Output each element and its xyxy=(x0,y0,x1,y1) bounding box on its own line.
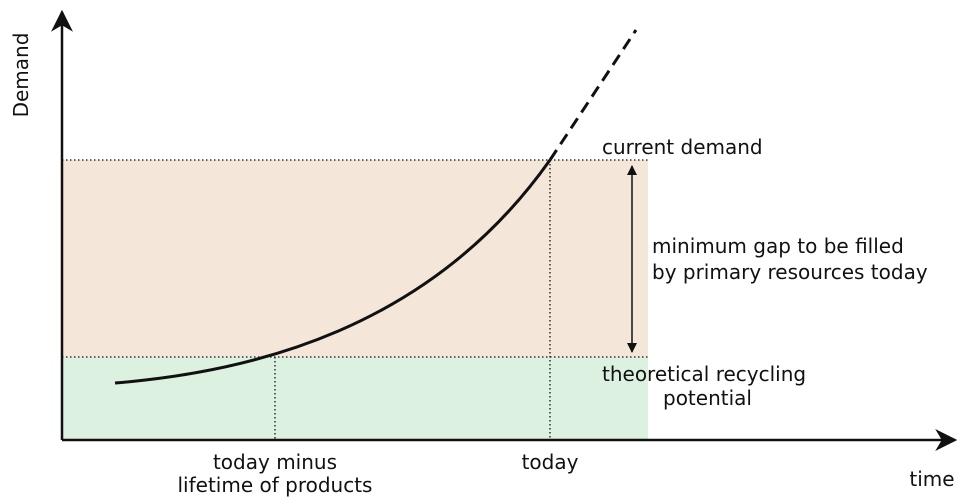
gap-label: minimum gap to be filled xyxy=(652,234,904,258)
gap-label: by primary resources today xyxy=(652,260,928,284)
demand-curve xyxy=(114,159,552,385)
recycling-label: potential xyxy=(663,386,752,410)
recycling-label: theoretical recycling xyxy=(602,362,806,386)
past-label: lifetime of products xyxy=(178,473,373,497)
y-axis-label: Demand xyxy=(9,33,33,118)
past-label: today minus xyxy=(213,450,337,474)
recycling-region xyxy=(62,357,648,440)
demand-forecast xyxy=(548,29,638,161)
gap-region xyxy=(62,160,648,357)
today-label: today xyxy=(522,450,579,474)
current-demand-label: current demand xyxy=(602,135,763,159)
x-axis-label: time xyxy=(909,467,954,491)
